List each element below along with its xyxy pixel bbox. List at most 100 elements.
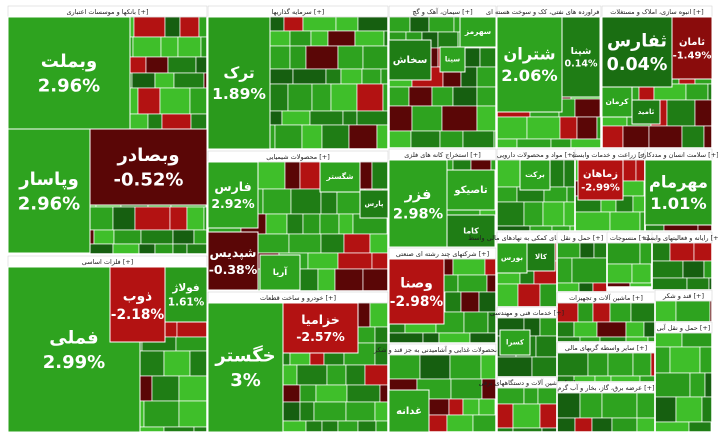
tile-cell xyxy=(189,87,208,115)
tile[interactable] xyxy=(644,159,713,226)
tile-cell xyxy=(337,420,359,433)
group-header[interactable]: فلزات اساسی [+] xyxy=(82,258,134,266)
tile[interactable] xyxy=(439,46,466,73)
tile-cell xyxy=(703,125,713,149)
tile[interactable] xyxy=(207,302,284,433)
tile[interactable] xyxy=(526,242,556,272)
tile-cell xyxy=(409,16,430,33)
tile-label: شگستر xyxy=(325,172,353,181)
tile-cell xyxy=(535,335,558,358)
tile[interactable] xyxy=(388,159,448,248)
tile-cell xyxy=(669,242,695,262)
tile-cell xyxy=(606,263,633,284)
tile-cell xyxy=(609,211,641,232)
group-header[interactable]: عرضه برق، گاز، بخار و آب گرم [+] xyxy=(557,383,654,392)
group-header[interactable]: ماشین آلات و تجهیزات [+] xyxy=(569,293,643,302)
tile-cell xyxy=(496,356,533,378)
tile[interactable] xyxy=(207,161,259,229)
tile-cell xyxy=(154,243,174,255)
tile[interactable] xyxy=(89,128,208,206)
tile-label: مهرمام xyxy=(649,172,708,191)
tile-cell xyxy=(408,86,433,107)
tile[interactable] xyxy=(561,16,601,98)
tile-label: غدانه xyxy=(396,406,422,417)
tile[interactable] xyxy=(446,169,496,211)
tile-cell xyxy=(675,300,711,323)
group-header[interactable]: ماشین آلات و دستگاههای برقی [+] xyxy=(479,378,576,387)
group-header[interactable]: خدمات فنی و مهندسی [+] xyxy=(490,309,564,317)
tile-label: فارس xyxy=(214,179,251,194)
tile-cell xyxy=(444,291,462,313)
tile-cell xyxy=(342,110,358,126)
tile[interactable] xyxy=(519,159,551,191)
tile-cell xyxy=(472,414,497,433)
tile[interactable] xyxy=(109,266,166,343)
tile-label: سیتا xyxy=(445,56,460,64)
tile-cell xyxy=(682,260,705,279)
group-header[interactable]: سایر واسطه گریهای مالی [+] xyxy=(565,344,647,352)
tile-cell xyxy=(289,30,312,47)
group-header[interactable]: مواد و محصولات دارویی [+] xyxy=(497,151,575,159)
group-header[interactable]: سرمایه گذاریها [+] xyxy=(272,8,325,16)
tile[interactable] xyxy=(164,266,208,323)
tile-cell xyxy=(354,30,385,47)
group-header[interactable]: فعالیتهای کمکی به نهادهای مالی واسط [+] xyxy=(468,234,586,242)
tile[interactable] xyxy=(631,99,661,125)
tile-cell xyxy=(685,83,709,101)
tile[interactable] xyxy=(207,231,259,291)
tile-cell xyxy=(411,105,443,132)
group-header[interactable]: زراعت و خدمات وابسته [+] xyxy=(571,151,648,159)
group-header[interactable]: استخراج کانه های فلزی [+] xyxy=(404,151,481,159)
tile[interactable] xyxy=(388,389,430,433)
tile-cell xyxy=(380,68,389,85)
tile[interactable] xyxy=(207,16,271,150)
tile[interactable] xyxy=(259,254,301,291)
group-header[interactable]: منسوجات [+] xyxy=(610,234,649,242)
group-header[interactable]: خودرو و ساخت قطعات [+] xyxy=(260,294,336,302)
group-header[interactable]: محصولات شیمیایی [+] xyxy=(266,153,330,161)
tile[interactable] xyxy=(388,39,432,81)
group-header[interactable]: بانکها و موسسات اعتباری [+] xyxy=(66,8,148,16)
tile-cell xyxy=(446,414,474,433)
group-header-bg xyxy=(654,289,713,302)
group-header[interactable]: سیمان، آهک و گچ [+] xyxy=(412,7,472,16)
tile-cell xyxy=(281,110,311,126)
tile[interactable] xyxy=(499,329,531,356)
tile-cell xyxy=(193,229,208,245)
tile-cell xyxy=(374,401,389,422)
tile-cell xyxy=(143,400,180,428)
tile-cell xyxy=(326,364,347,386)
tile-cell xyxy=(172,243,188,255)
tile[interactable] xyxy=(7,128,91,254)
tile[interactable] xyxy=(282,302,359,354)
group-header[interactable]: انبوه سازی، املاک و مستغلات [+] xyxy=(610,8,703,16)
tile[interactable] xyxy=(319,161,361,193)
tile[interactable] xyxy=(496,16,563,113)
tile-cell xyxy=(594,375,612,383)
tile-value: -0.38% xyxy=(209,262,258,277)
tile-cell xyxy=(651,242,671,262)
group-header[interactable]: محصولات غذایی و آشامیدنی به جز قند و شکر… xyxy=(373,345,511,354)
tile-cell xyxy=(131,72,156,89)
group-header[interactable]: حمل و نقل [+] xyxy=(561,234,604,242)
tile-cell xyxy=(579,392,603,419)
tile[interactable] xyxy=(577,159,624,201)
tile-cell xyxy=(186,243,208,255)
group-header[interactable]: قند و شکر [+] xyxy=(662,292,704,300)
group-header[interactable]: فراورده های نفتی، کک و سوخت هسته ای [+] xyxy=(486,8,612,16)
tile-cell xyxy=(622,125,650,149)
tile-cell xyxy=(132,36,162,58)
tile[interactable] xyxy=(388,258,445,325)
group-header[interactable]: شرکتهای چند رشته ای صنعتی [+] xyxy=(396,250,489,258)
tile[interactable] xyxy=(601,16,673,88)
group-header[interactable]: سلامت انسان و مددکاری [+] xyxy=(638,151,718,159)
group-header[interactable]: حمل و نقل آبی [+] xyxy=(657,323,711,332)
tile[interactable] xyxy=(671,16,713,80)
tile[interactable] xyxy=(459,16,497,48)
tile[interactable] xyxy=(7,16,131,130)
tile-cell xyxy=(311,83,332,112)
tile[interactable] xyxy=(446,214,496,248)
tile[interactable] xyxy=(359,189,389,219)
tile-cell xyxy=(280,401,301,422)
group-header[interactable]: رایانه و فعالیتهای وابسته [+] xyxy=(643,234,718,242)
